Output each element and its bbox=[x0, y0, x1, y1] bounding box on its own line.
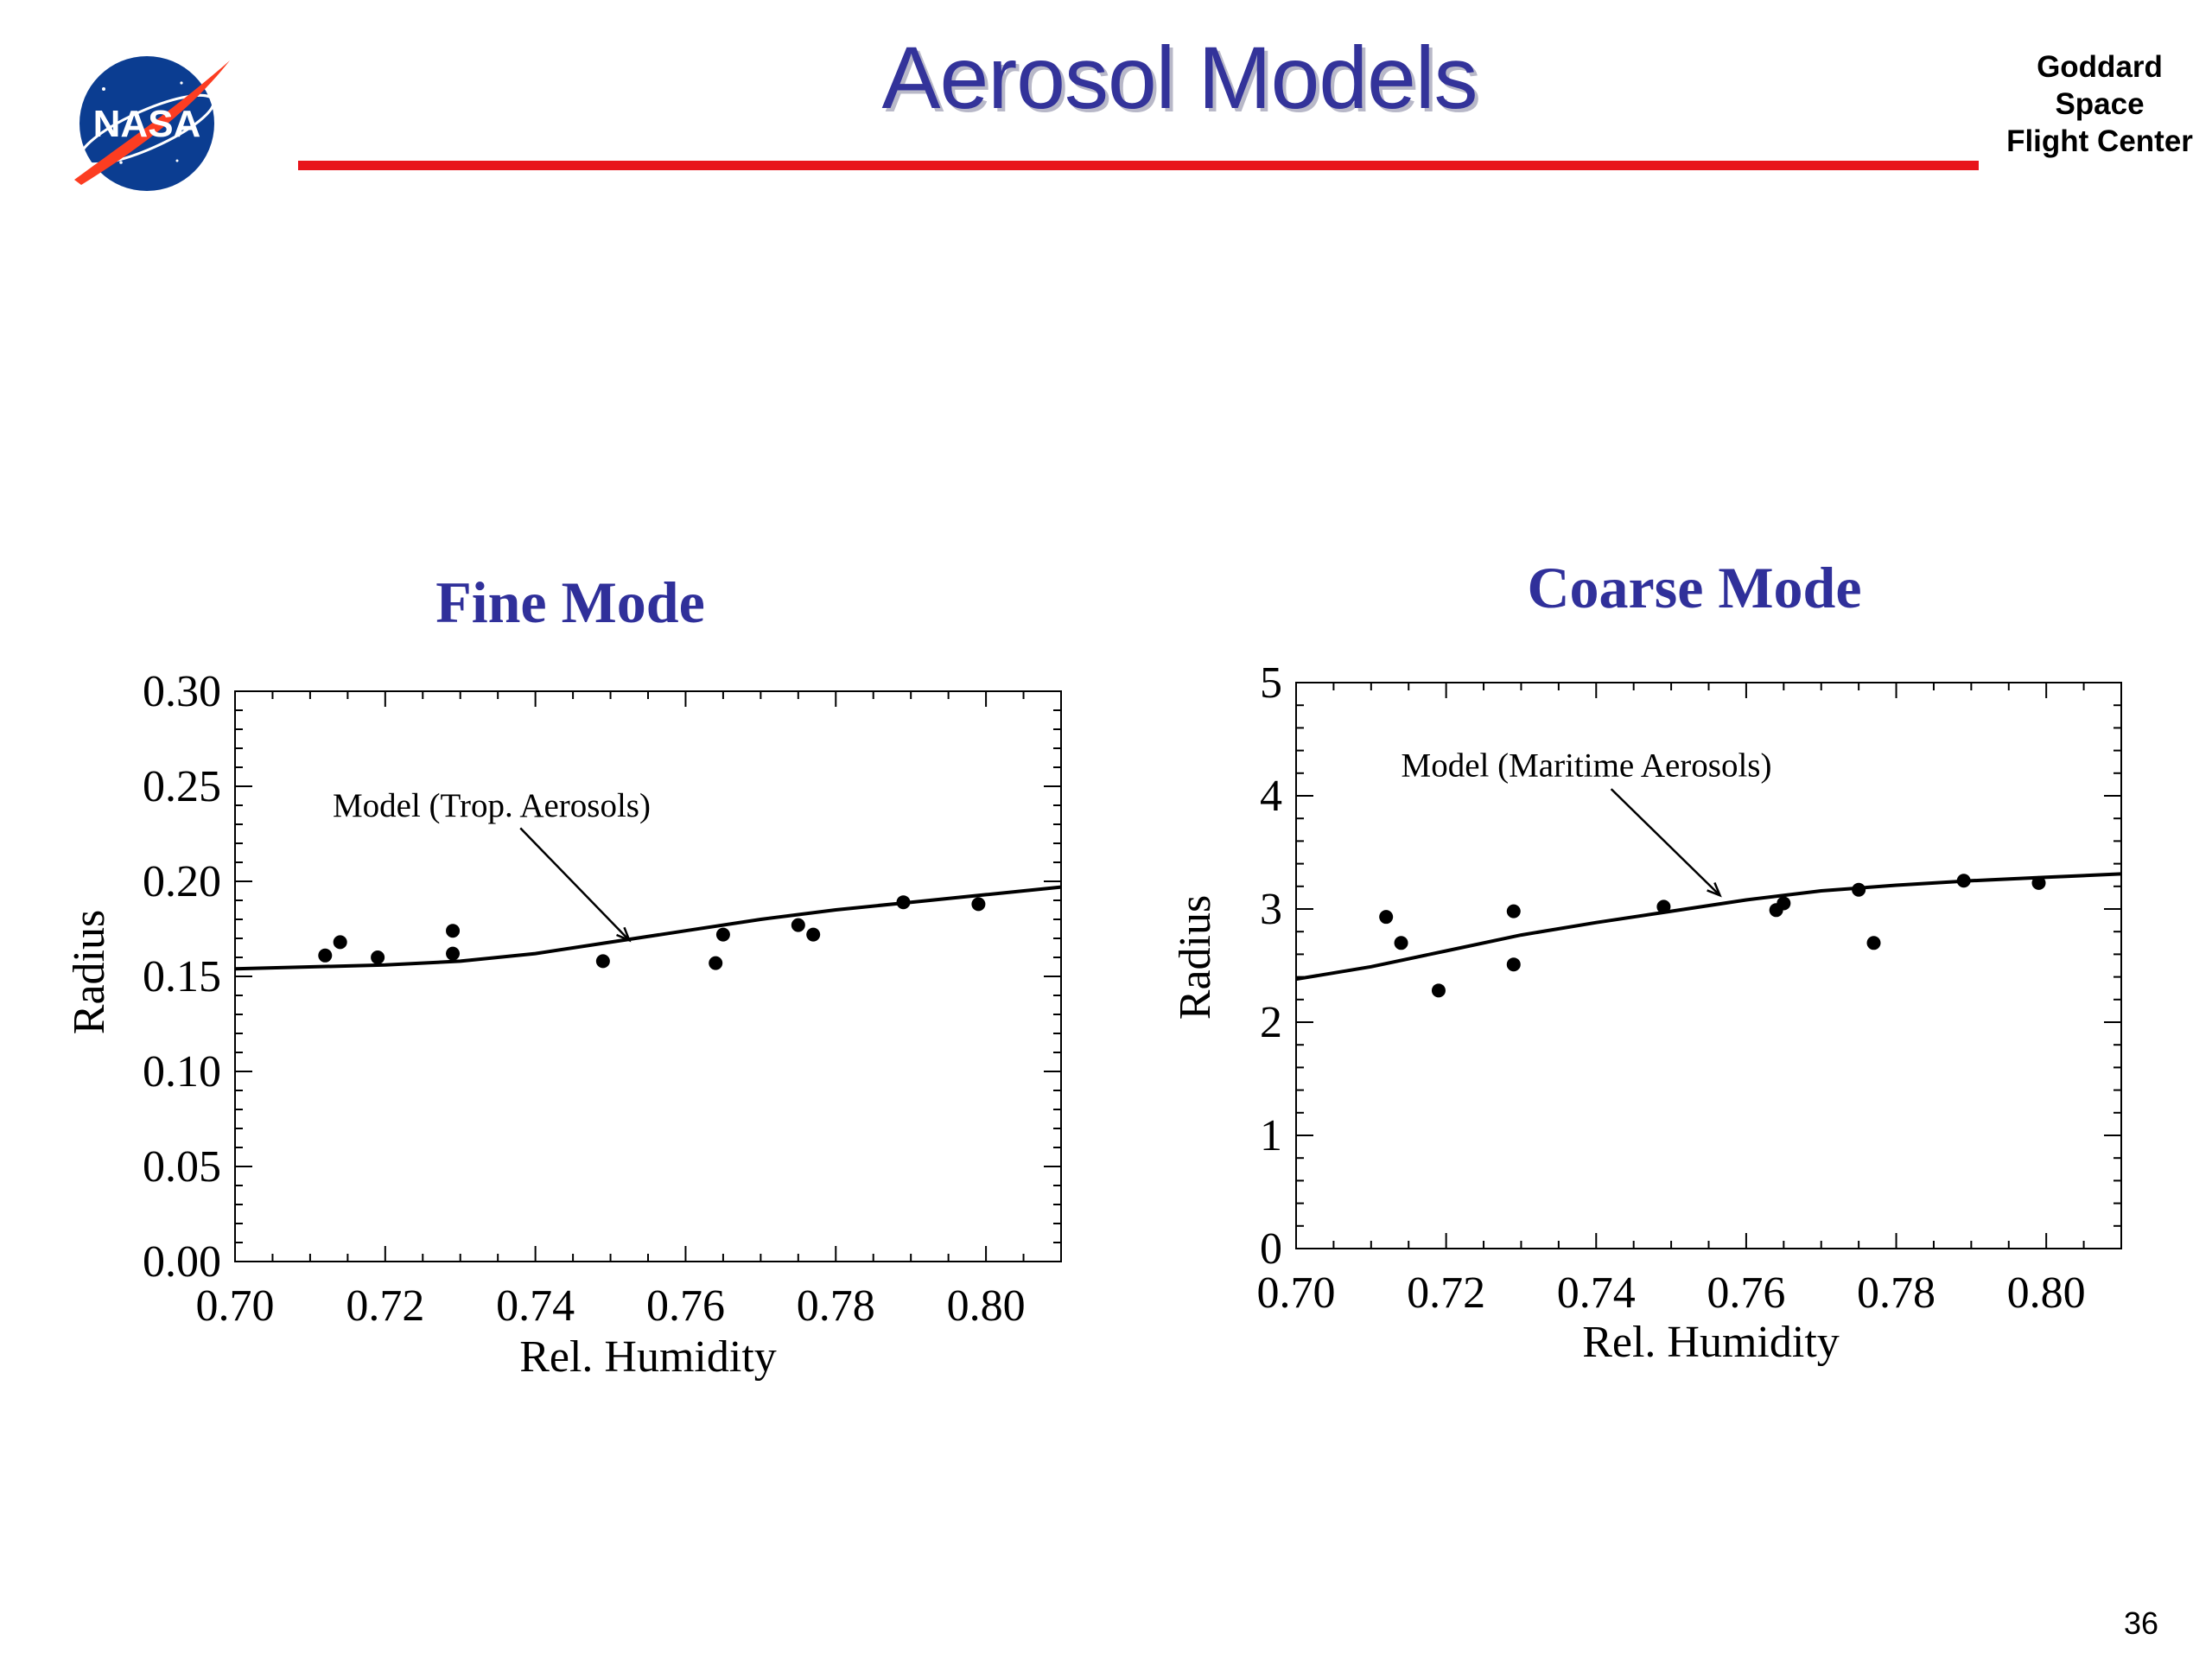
coarse-mode-chart: Coarse Mode 0.70 0.72 0.74 0.76 0.78 0.80 0 1 2 3… bbox=[1171, 555, 2122, 1367]
y-tick-label: 4 bbox=[1260, 772, 1282, 821]
data-point bbox=[318, 948, 333, 963]
y-tick-label: 0 bbox=[1260, 1224, 1282, 1274]
x-tick-label: 0.76 bbox=[646, 1281, 725, 1331]
x-tick-label: 0.70 bbox=[1257, 1268, 1336, 1318]
x-tick-label: 0.76 bbox=[1707, 1268, 1785, 1318]
plot-frame bbox=[234, 690, 1062, 1262]
page-number: 36 bbox=[2123, 1605, 2158, 1641]
y-tick-label: 1 bbox=[1260, 1111, 1282, 1160]
y-tick-label: 0.10 bbox=[143, 1047, 221, 1096]
data-point bbox=[1852, 882, 1866, 897]
data-point bbox=[595, 954, 610, 969]
data-point bbox=[1956, 874, 1971, 888]
y-tick-label: 0.05 bbox=[143, 1142, 221, 1192]
org-line-3: Flight Center bbox=[2006, 124, 2193, 158]
data-point bbox=[791, 918, 805, 932]
slide-title: Aerosol Models bbox=[881, 29, 1478, 127]
fine-mode-chart: Fine Mode 0.70 0.72 0.74 0.76 0.78 0.800.000.… bbox=[65, 569, 1062, 1382]
x-tick-label: 0.80 bbox=[947, 1281, 1026, 1331]
x-tick-label: 0.78 bbox=[1857, 1268, 1936, 1318]
nasa-logo: NASA bbox=[74, 56, 230, 191]
data-point bbox=[1394, 936, 1408, 950]
annotation-arrow bbox=[519, 827, 631, 942]
title-rule bbox=[298, 161, 1979, 170]
annotation-arrowhead bbox=[616, 926, 632, 943]
y-axis-label: Radius bbox=[65, 910, 114, 1034]
data-point bbox=[446, 924, 461, 938]
x-tick-label: 0.74 bbox=[1557, 1268, 1636, 1318]
x-tick-label: 0.80 bbox=[2007, 1268, 2086, 1318]
x-tick-label: 0.72 bbox=[346, 1281, 424, 1331]
data-point bbox=[1656, 899, 1671, 914]
x-tick-label: 0.78 bbox=[797, 1281, 875, 1331]
annotation-label: Model (Maritime Aerosols) bbox=[1402, 747, 1772, 785]
annotation-arrow bbox=[1610, 788, 1721, 897]
plot-area: 0.70 0.72 0.74 0.76 0.78 0.80 0.00 0.05 0.10 0.15… bbox=[143, 667, 1062, 1331]
org-line-1: Goddard bbox=[2037, 50, 2163, 84]
org-name: Goddard Space Flight Center bbox=[1987, 48, 2212, 160]
chart-title: Fine Mode bbox=[435, 569, 705, 635]
x-axis-label: Rel. Humidity bbox=[519, 1332, 777, 1382]
data-point bbox=[371, 950, 385, 964]
y-tick-label: 0.25 bbox=[143, 762, 221, 811]
data-point bbox=[2031, 875, 2046, 890]
x-tick-label: 0.70 bbox=[196, 1281, 275, 1331]
data-point bbox=[1506, 957, 1521, 972]
annotation-label: Model (Trop. Aerosols) bbox=[333, 787, 651, 824]
data-point bbox=[715, 927, 730, 942]
x-axis-label: Rel. Humidity bbox=[1582, 1318, 1840, 1367]
data-point bbox=[333, 935, 347, 950]
data-point bbox=[896, 895, 911, 910]
data-point bbox=[1431, 983, 1446, 998]
nasa-logo-text: NASA bbox=[93, 103, 201, 145]
y-tick-label: 0.00 bbox=[143, 1237, 221, 1287]
data-point bbox=[1866, 936, 1881, 950]
chart-title: Coarse Mode bbox=[1527, 555, 1861, 620]
data-point bbox=[1777, 896, 1791, 911]
y-tick-label: 5 bbox=[1260, 658, 1282, 708]
y-tick-label: 2 bbox=[1260, 998, 1282, 1047]
data-point bbox=[971, 897, 986, 912]
plot-area: 0.70 0.72 0.74 0.76 0.78 0.80 0 1 2 3 4 5 Model (Mar… bbox=[1257, 658, 2122, 1318]
model-curve bbox=[1295, 872, 2122, 982]
y-tick-label: 0.30 bbox=[143, 667, 221, 716]
annotation-arrowhead bbox=[1707, 882, 1722, 898]
x-tick-label: 0.72 bbox=[1407, 1268, 1485, 1318]
org-line-2: Space bbox=[2055, 87, 2145, 121]
y-tick-label: 0.20 bbox=[143, 857, 221, 906]
model-curve bbox=[234, 885, 1062, 971]
data-point bbox=[1379, 910, 1394, 925]
data-point bbox=[709, 956, 723, 970]
y-tick-label: 3 bbox=[1260, 885, 1282, 934]
x-tick-label: 0.74 bbox=[496, 1281, 575, 1331]
data-point bbox=[1506, 904, 1521, 918]
data-point bbox=[446, 946, 461, 961]
data-point bbox=[806, 927, 821, 942]
y-axis-label: Radius bbox=[1171, 895, 1220, 1020]
y-tick-label: 0.15 bbox=[143, 952, 221, 1001]
